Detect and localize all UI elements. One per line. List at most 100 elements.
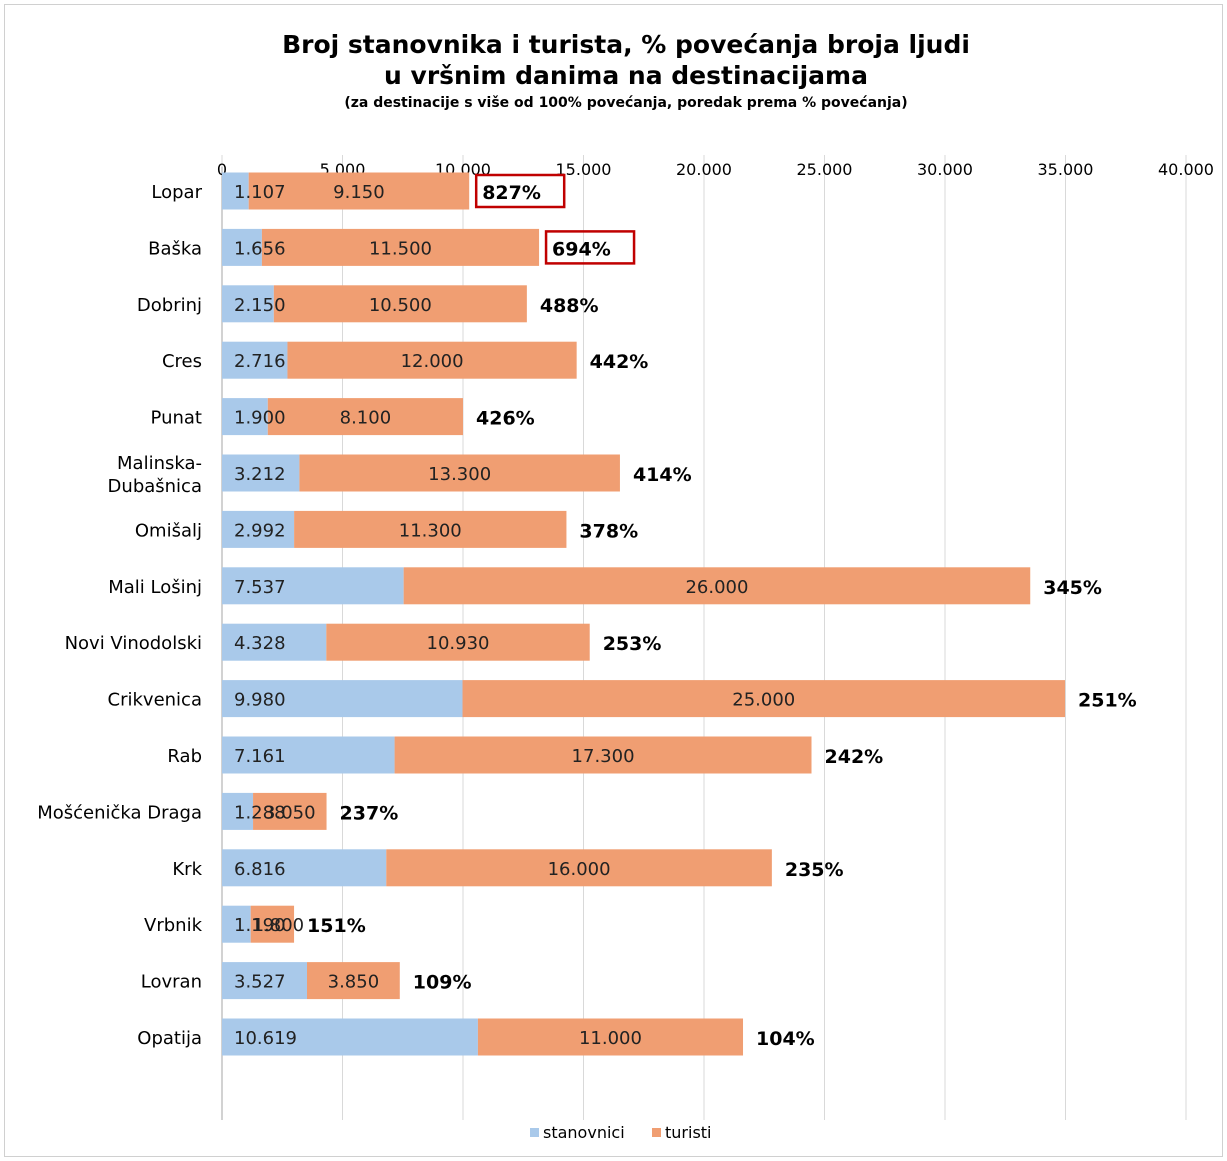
bar-turisti [253,792,327,830]
category-label: Mali Lošinj [108,577,202,598]
bar-label-stanovnici: 1.900 [234,408,286,429]
percent-increase-label: 414% [633,464,692,486]
category-label: Cres [162,351,202,372]
bar-turisti [250,905,295,943]
category-row: Rab 7.161 17.300 242% [167,736,884,774]
category-label: Omišalj [135,520,202,541]
category-row: Opatija 10.619 11.000 104% [137,1018,815,1056]
bar-stanovnici [222,341,288,379]
bar-stanovnici [222,849,387,887]
bar-turisti [248,172,470,210]
bar-label-stanovnici: 2.150 [234,295,286,316]
bar-label-stanovnici: 9.980 [234,690,286,711]
bar-turisti [287,341,577,379]
bar-turisti [307,962,400,1000]
bar-turisti [273,285,527,323]
category-row: Dobrinj 2.150 10.500 488% [137,285,599,323]
bar-stanovnici [222,567,404,605]
legend-label-stanovnici: stanovnici [543,1123,625,1142]
bar-label-stanovnici: 7.537 [234,577,286,598]
x-tick-label: 35.000 [1038,160,1094,179]
percent-increase-label: 378% [579,520,638,542]
bar-stanovnici [222,736,395,774]
bar-stanovnici [222,792,254,830]
x-tick-label: 40.000 [1158,160,1214,179]
legend-swatch-turisti [652,1128,661,1137]
bar-turisti [477,1018,744,1056]
bar-label-stanovnici: 1.190 [234,915,286,936]
legend-swatch-stanovnici [530,1128,539,1137]
bar-label-turisti: 13.300 [428,464,491,485]
category-label: Opatija [137,1028,202,1049]
x-tick-label: 15.000 [556,160,612,179]
category-label: Malinska- [117,453,202,474]
category-label: Lopar [151,182,202,203]
category-row: Crikvenica 9.980 25.000 251% [108,680,1137,718]
bar-stanovnici [222,172,249,210]
bar-stanovnici [222,398,268,436]
category-row: Punat 1.900 8.100 426% [151,398,535,436]
category-row: Cres 2.716 12.000 442% [162,341,649,379]
bar-label-turisti: 9.150 [333,182,385,203]
legend: stanovnici turisti [530,1123,712,1142]
percent-increase-label: 235% [785,859,844,881]
bar-label-stanovnici: 3.212 [234,464,286,485]
chart-frame: Broj stanovnika i turista, % povećanja b… [4,4,1223,1157]
chart-title-line2: u vršnim danima na destinacijama [384,61,868,90]
x-tick-label: 20.000 [676,160,732,179]
category-row: Mali Lošinj 7.537 26.000 345% [108,567,1102,605]
percent-increase-label: 251% [1078,690,1137,712]
category-row: Baška 1.656 11.500 694% [148,228,636,266]
category-label: Dubašnica [108,476,202,497]
bar-label-stanovnici: 1.656 [234,238,286,259]
percent-increase-label: 253% [603,633,662,655]
bar-stanovnici [222,1018,478,1056]
category-row: Novi Vinodolski 4.328 10.930 253% [65,623,662,661]
bar-label-stanovnici: 10.619 [234,1028,297,1049]
chart-title: Broj stanovnika i turista, % povećanja b… [282,30,970,59]
percent-increase-label: 109% [413,972,472,994]
percent-increase-label: 242% [825,746,884,768]
bar-turisti [299,454,620,492]
bar-stanovnici [222,905,251,943]
category-label: Krk [172,859,202,880]
category-row: Krk 6.816 16.000 235% [172,849,844,887]
percent-increase-label: 104% [756,1028,815,1050]
bar-stanovnici [222,680,463,718]
category-label: Novi Vinodolski [65,633,202,654]
bar-label-turisti: 11.300 [399,520,462,541]
bar-label-turisti: 11.000 [579,1028,642,1049]
bar-turisti [267,398,463,436]
category-label: Crikvenica [108,690,202,711]
bar-turisti [261,228,540,266]
highlight-box [474,173,566,209]
bar-label-stanovnici: 6.816 [234,859,286,880]
bar-label-stanovnici: 1.288 [234,802,286,823]
percent-increase-label: 237% [340,802,399,824]
bar-label-turisti: 16.000 [548,859,611,880]
bar-layer: Lopar 1.107 9.150 827% Baška 1.656 11.500 694% D… [37,172,1137,1056]
bar-stanovnici [222,285,274,323]
bar-label-turisti: 25.000 [732,690,795,711]
bar-stanovnici [222,962,308,1000]
category-label: Dobrinj [137,295,202,316]
bar-turisti [403,567,1031,605]
chart-subtitle: (za destinacije s više od 100% povećanja… [344,95,907,111]
x-tick-label: 30.000 [917,160,973,179]
x-tick-label: 0 [217,160,227,179]
bar-label-turisti: 3.850 [328,972,380,993]
bar-label-stanovnici: 3.527 [234,972,286,993]
bar-label-stanovnici: 2.992 [234,520,286,541]
percent-increase-label: 488% [540,295,599,317]
bar-label-stanovnici: 1.107 [234,182,286,203]
category-label: Punat [151,408,202,429]
percent-increase-label: 426% [476,408,535,430]
percent-increase-label: 442% [590,351,649,373]
bar-label-turisti: 10.500 [369,295,432,316]
percent-increase-label: 345% [1043,577,1102,599]
chart-svg: Broj stanovnika i turista, % povećanja b… [37,30,1214,1142]
legend-label-turisti: turisti [665,1123,712,1142]
bar-turisti [462,680,1066,718]
